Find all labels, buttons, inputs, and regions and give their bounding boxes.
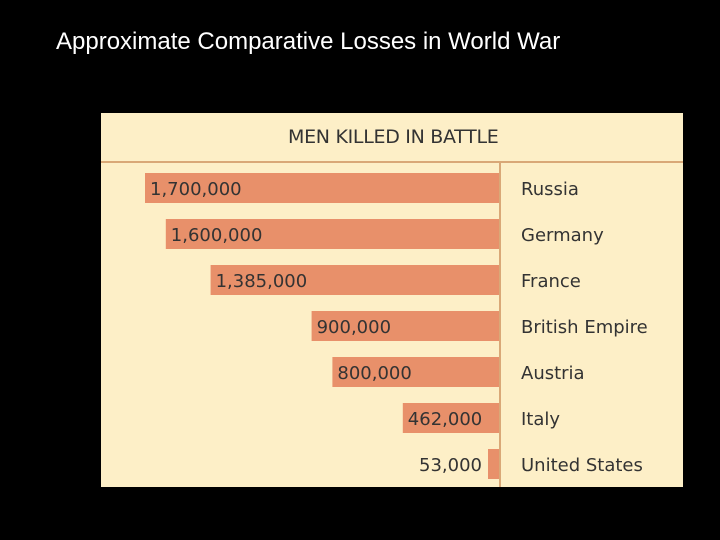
value-label: 900,000: [317, 317, 391, 338]
category-label: Italy: [521, 409, 560, 430]
bar-united-states: [488, 449, 499, 479]
value-label: 1,700,000: [150, 179, 242, 200]
value-label: 800,000: [337, 363, 411, 384]
chart-header: MEN KILLED IN BATTLE: [101, 113, 683, 163]
category-label: United States: [521, 455, 643, 476]
value-label: 1,600,000: [171, 225, 263, 246]
value-label: 462,000: [408, 409, 482, 430]
bar-france: [210, 265, 499, 295]
bar-austria: [332, 357, 499, 387]
category-label: Russia: [521, 179, 579, 200]
bar-chart: 1,700,000 Russia 1,600,000 Germany 1,385,000…: [145, 162, 648, 487]
chart-title: MEN KILLED IN BATTLE: [288, 126, 499, 148]
bar-british-empire: [311, 311, 499, 341]
bar-germany: [165, 219, 500, 249]
category-label: Austria: [521, 363, 585, 384]
bar-italy: [402, 403, 499, 433]
chart-panel: MEN KILLED IN BATTLE 1,700,000 Russia 1,60…: [101, 113, 683, 487]
slide-title: Approximate Comparative Losses in World …: [56, 28, 561, 55]
value-label: 1,385,000: [216, 271, 308, 292]
category-label: Germany: [521, 225, 604, 246]
value-label: 53,000: [419, 455, 482, 476]
category-label: France: [521, 271, 581, 292]
category-label: British Empire: [521, 317, 648, 338]
bar-russia: [145, 173, 499, 203]
